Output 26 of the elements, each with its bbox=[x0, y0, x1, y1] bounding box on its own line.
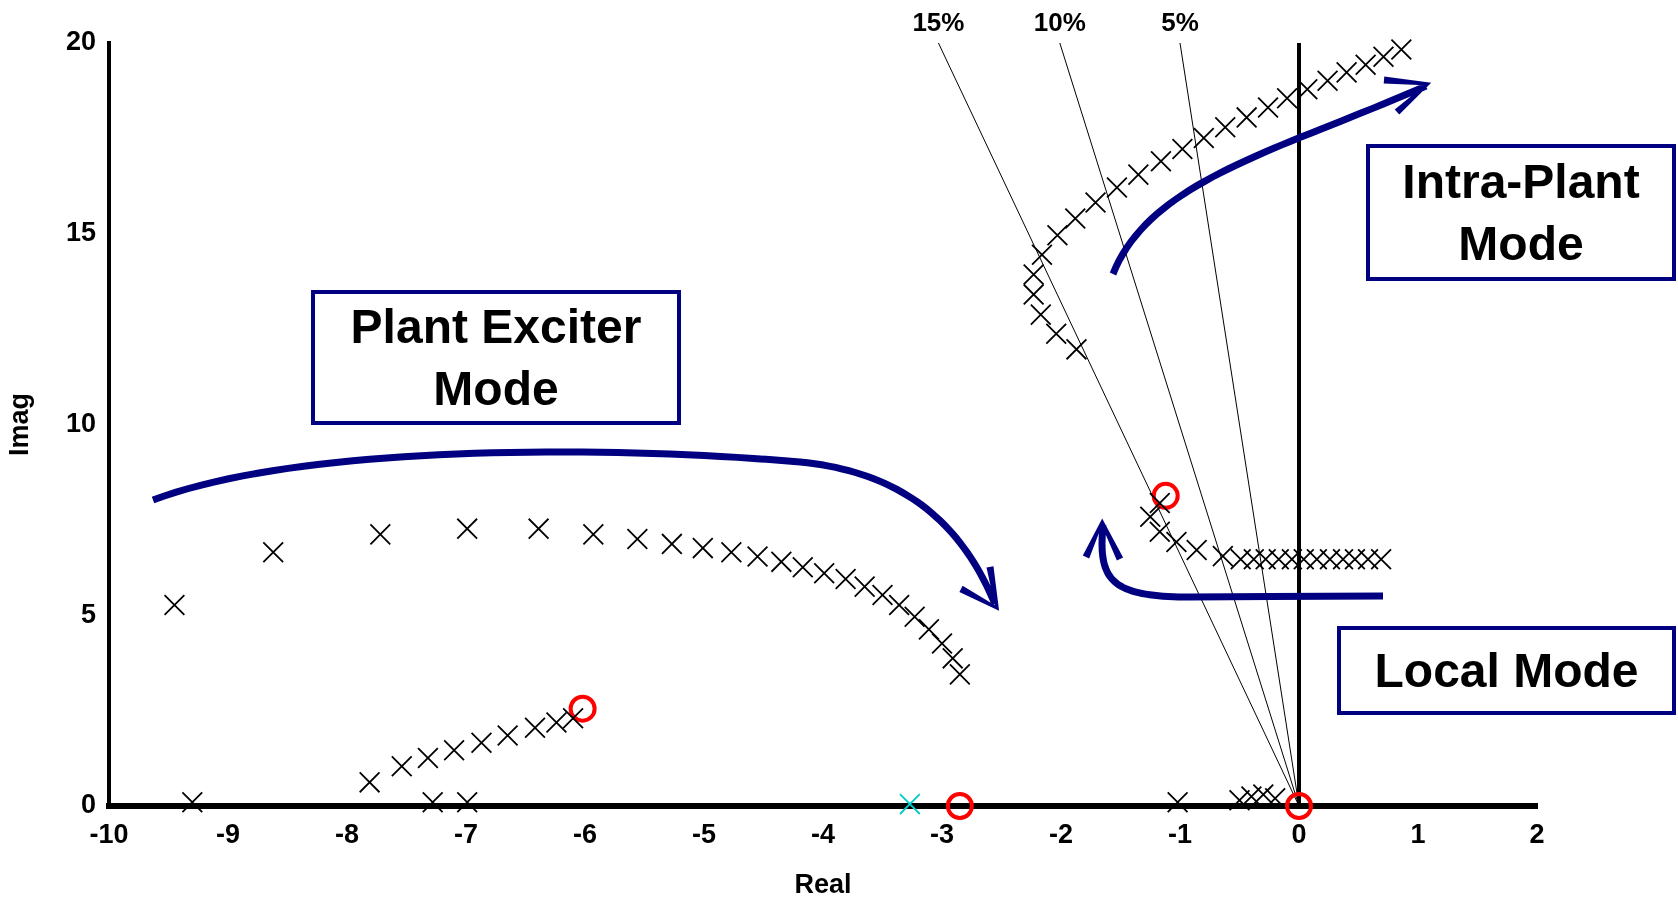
y-tick-label: 5 bbox=[80, 598, 96, 629]
x-tick-label: -5 bbox=[691, 818, 717, 849]
y-tick-label: 0 bbox=[80, 789, 96, 820]
x-axis-title: Real bbox=[794, 869, 852, 900]
x-tick-label: -4 bbox=[810, 818, 836, 849]
x-tick-label: -7 bbox=[453, 818, 479, 849]
y-axis-title: Imag bbox=[3, 392, 34, 457]
y-tick-label: 15 bbox=[65, 217, 96, 248]
x-tick-label: 1 bbox=[1410, 818, 1426, 849]
x-tick-label: -2 bbox=[1048, 818, 1074, 849]
x-tick-label: 2 bbox=[1529, 818, 1545, 849]
annotation: Local Mode bbox=[1374, 642, 1639, 699]
x-tick-label: 0 bbox=[1291, 818, 1307, 849]
series-label: 10% bbox=[1033, 7, 1086, 38]
y-tick-label: 10 bbox=[65, 407, 96, 438]
annotation: Intra-Plant Mode bbox=[1401, 153, 1641, 272]
annotation: Plant Exciter Mode bbox=[349, 298, 643, 417]
x-tick-label: -6 bbox=[572, 818, 598, 849]
x-tick-label: -3 bbox=[929, 818, 955, 849]
x-tick-label: -10 bbox=[89, 818, 129, 849]
y-tick-label: 20 bbox=[65, 26, 96, 57]
series-label: 15% bbox=[912, 7, 965, 38]
series-label: 5% bbox=[1161, 7, 1199, 38]
x-tick-label: -9 bbox=[215, 818, 241, 849]
x-tick-label: -1 bbox=[1167, 818, 1193, 849]
x-tick-label: -8 bbox=[334, 818, 360, 849]
